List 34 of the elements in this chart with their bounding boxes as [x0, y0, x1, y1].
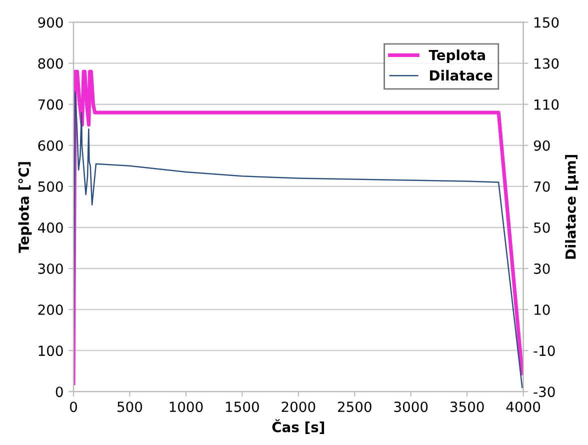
legend-label: Teplota [428, 50, 485, 63]
x-tick-label: 2500 [338, 402, 372, 412]
y2-tick-label: 150 [534, 17, 559, 28]
y2-tick-label: 90 [534, 140, 550, 151]
y2-tick-label: 50 [534, 222, 550, 233]
x-tick-label: 500 [118, 402, 142, 412]
y-tick-label: 500 [38, 181, 63, 192]
x-tick-label: 0 [70, 402, 77, 412]
x-axis-title: Čas [s] [272, 419, 324, 434]
y2-tick-label: 130 [534, 58, 559, 69]
y-tick-label: 800 [38, 58, 63, 69]
y-tick-label: 300 [38, 263, 63, 274]
x-tick-label: 4000 [506, 402, 540, 412]
y-tick-label: 0 [56, 386, 63, 398]
y2-tick-label: -10 [534, 346, 555, 356]
y-tick-label: 400 [38, 222, 63, 233]
x-tick-label: 3500 [450, 402, 484, 412]
y-axis-title: Teplota [°C] [18, 162, 32, 253]
x-tick-label: 3000 [394, 402, 428, 412]
x-tick-label: 1500 [226, 402, 259, 412]
y2-tick-label: 30 [534, 263, 550, 274]
y2-tick-label: 70 [534, 181, 550, 192]
y-tick-label: 100 [38, 346, 63, 356]
y2-axis-title: Dilatace [µm] [565, 154, 579, 259]
y2-tick-label: 110 [534, 99, 559, 110]
x-tick-label: 2000 [282, 402, 316, 412]
y-tick-label: 700 [38, 99, 63, 110]
y-tick-label: 900 [38, 17, 63, 28]
y2-tick-label: -30 [534, 386, 555, 398]
legend-label: Dilatace [430, 70, 492, 81]
y2-tick-label: 10 [534, 304, 550, 315]
y-tick-label: 600 [38, 140, 63, 151]
x-tick-label: 1000 [170, 402, 203, 412]
y-tick-label: 200 [38, 304, 63, 315]
